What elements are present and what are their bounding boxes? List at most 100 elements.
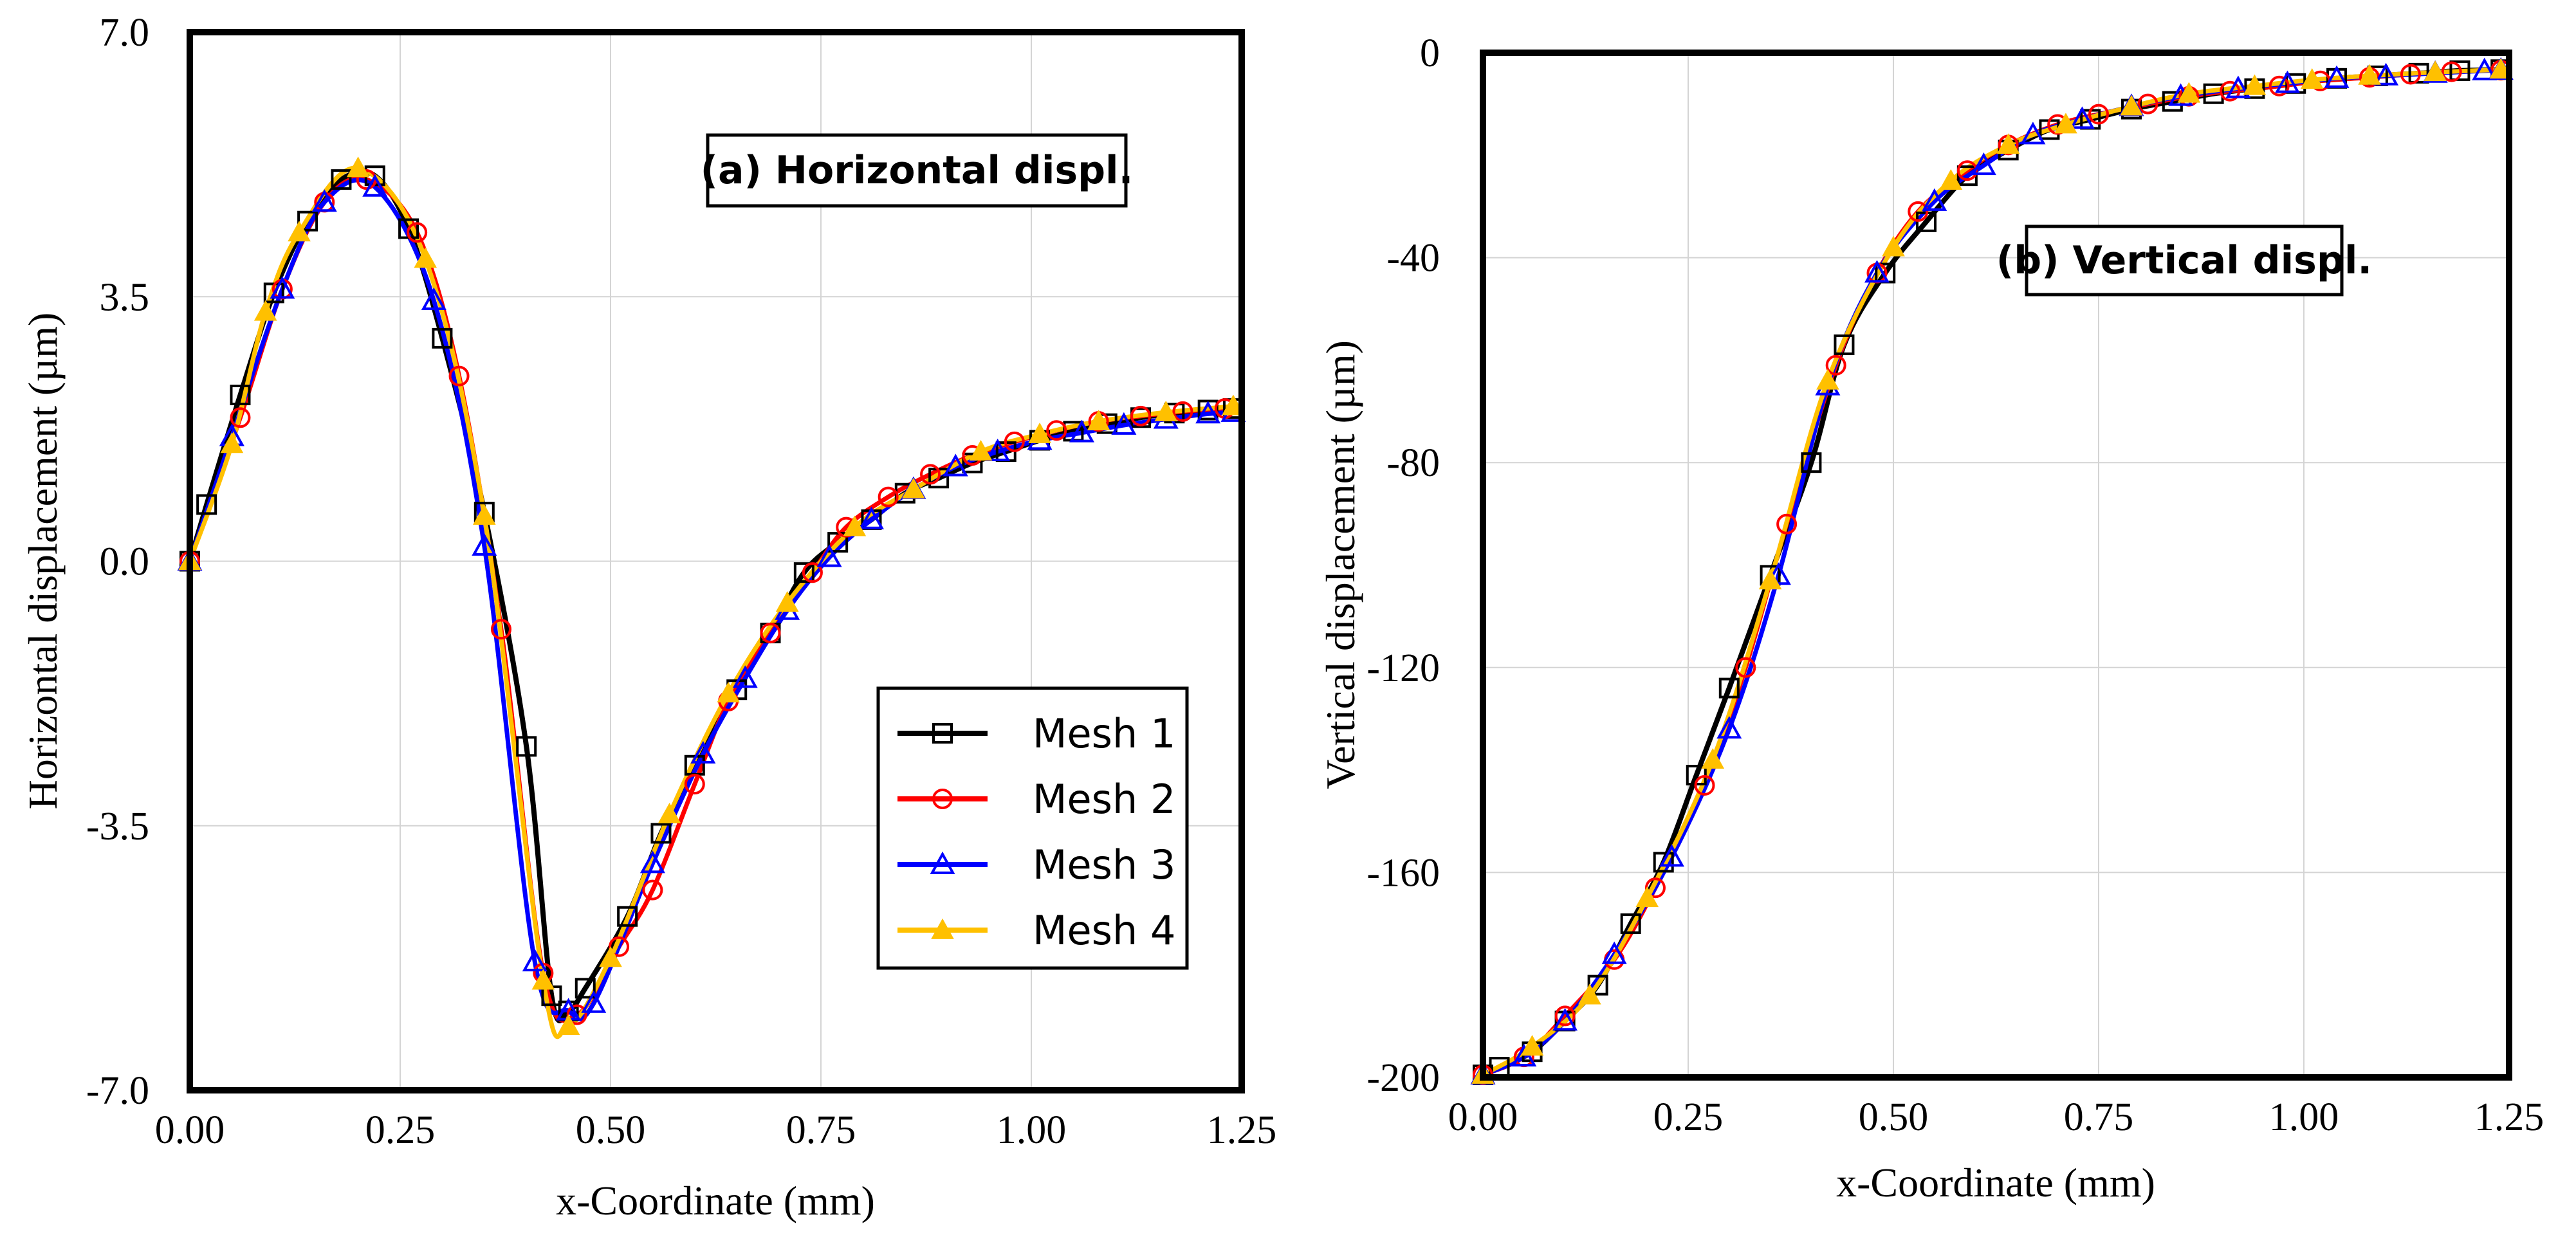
- panel-b-series-markers: [1470, 57, 2514, 1086]
- panel-b-series-lines: [1480, 67, 2504, 1077]
- panel-a-series-1-marker: [650, 823, 672, 844]
- panel-a-series-3-marker: [732, 665, 758, 688]
- panel-b-series-2-marker: [2220, 80, 2241, 102]
- panel-b-y-axis-label: Vertical displacement (µm): [1318, 340, 1363, 789]
- panel-a-y-tick-labels: -7.0 -3.5 0.0 3.5 7.0: [86, 11, 149, 1113]
- panel-a-series-4-marker: [414, 247, 437, 268]
- panel-a-x-axis-label: x-Coordinate (mm): [556, 1178, 875, 1223]
- panel-b-y-tick-label: -80: [1386, 441, 1440, 485]
- panel-a-series-3-marker: [1111, 412, 1137, 435]
- panel-a-series-1-marker: [793, 562, 814, 583]
- panel-a-series-1-marker: [432, 327, 453, 349]
- panel-b-y-tick-label: -200: [1366, 1056, 1440, 1100]
- legend-label-4: Mesh 4: [1033, 907, 1175, 954]
- panel-b-series-3-marker: [2020, 122, 2046, 145]
- panel-a-series-2-marker: [609, 936, 630, 957]
- panel-a-x-tick-label: 0.50: [576, 1108, 646, 1152]
- panel-b-series-2-marker: [1644, 877, 1666, 899]
- panel-b-series-2-marker: [1776, 513, 1798, 535]
- panel-a-x-tick-label: 0.25: [365, 1108, 436, 1152]
- panel-a-series-2-marker: [920, 464, 941, 485]
- panel-b-series-3-marker: [1659, 844, 1684, 867]
- panel-b-x-tick-label: 0.75: [2064, 1095, 2134, 1139]
- panel-b-series-3-marker: [1716, 716, 1742, 739]
- panel-a-series-4-marker: [531, 969, 555, 990]
- panel-a-y-tick-label: 7.0: [100, 11, 150, 55]
- panel-b-series-1-marker: [1653, 852, 1674, 873]
- panel-b-series-line-4: [1480, 67, 2503, 1077]
- panel-b-x-axis-label: x-Coordinate (mm): [1836, 1160, 2155, 1205]
- panel-a-y-tick-label: 0.0: [100, 540, 150, 584]
- panel-b-series-2-marker: [2268, 75, 2290, 96]
- panel-a-series-2-marker: [878, 486, 899, 508]
- panel-b-series-4-marker: [1758, 569, 1782, 590]
- panel-a-label-box: (a) Horizontal displ.: [701, 133, 1134, 208]
- panel-a-series-3-marker: [270, 276, 295, 299]
- panel-b-series-1-marker: [1620, 913, 1641, 935]
- panel-a-series-4-marker: [902, 477, 925, 499]
- panel-b-series-2-marker: [1825, 354, 1846, 376]
- panel-a-series-1-marker: [331, 169, 352, 190]
- panel-a-series-3-marker: [311, 189, 337, 212]
- panel-b-series-4-marker: [2358, 64, 2381, 85]
- panel-b-series-2-marker: [1908, 201, 1929, 222]
- panel-a-series-3-marker: [690, 740, 716, 764]
- panel-b-series-1-marker: [2449, 60, 2470, 81]
- panel-b-series-1-marker: [1718, 677, 1740, 699]
- panel-a-y-tick-label: 3.5: [100, 275, 150, 319]
- panel-b-series-1-marker: [1801, 452, 1822, 473]
- panel-a-series-4-marker: [775, 590, 799, 612]
- panel-b-series-2-marker: [1694, 774, 1715, 796]
- panel-b-series-4-marker: [2177, 82, 2201, 103]
- panel-a-series-2-marker: [760, 623, 781, 644]
- panel-a-x-tick-label: 0.00: [155, 1108, 225, 1152]
- legend-label-3: Mesh 3: [1033, 841, 1175, 888]
- panel-a-series-2-marker: [407, 222, 428, 243]
- panel-a-series-4-marker: [288, 221, 311, 242]
- panel-a-series-4-marker: [1154, 400, 1178, 421]
- panel-a-label: (a) Horizontal displ.: [701, 148, 1134, 193]
- panel-a-series-1-marker: [230, 385, 251, 405]
- panel-a-series-3-marker: [472, 533, 497, 556]
- panel-a-series-4-marker: [843, 515, 867, 536]
- panel-b-series-2-marker: [2400, 64, 2421, 85]
- panel-a-series-4-marker: [1222, 394, 1245, 416]
- legend-label-2: Mesh 2: [1033, 776, 1175, 823]
- panel-b-series-4-marker: [2424, 60, 2447, 82]
- panel-b-series-2-marker: [2441, 61, 2462, 82]
- panel-a-series-1-marker: [297, 210, 318, 232]
- panel-a-series-4-marker: [1087, 409, 1110, 431]
- panel-b: 0.00 0.25 0.50 0.75 1.00 1.25 -200 -160 -120 -80…: [1318, 32, 2544, 1205]
- panel-a-series-3-marker: [1195, 401, 1221, 424]
- panel-b-x-tick-label: 0.00: [1448, 1095, 1518, 1139]
- panel-b-label: (b) Vertical displ.: [1996, 238, 2372, 283]
- panel-a-plot-frame: [187, 29, 1245, 1093]
- panel-b-series-4-marker: [2054, 113, 2077, 134]
- panel-b-series-4-marker: [1578, 983, 1601, 1005]
- panel-a-series-1-marker: [617, 906, 638, 927]
- panel-b-y-tick-label: -40: [1386, 237, 1440, 280]
- panel-a-x-tick-label: 1.25: [1207, 1108, 1277, 1152]
- panel-b-series-4-marker: [1882, 235, 1905, 257]
- panel-b-series-1-marker: [1956, 165, 1978, 187]
- panel-a-series-3-marker: [985, 438, 1011, 462]
- legend-marker-2: [932, 789, 953, 809]
- panel-b-series-4-marker: [1520, 1035, 1544, 1056]
- panel-b-series-4-marker: [2243, 74, 2267, 95]
- panel-a-series-1-marker: [196, 494, 217, 515]
- panel-b-series-3-marker: [2274, 70, 2300, 93]
- panel-b-series-3-marker: [1971, 152, 1996, 176]
- panel-b-series-3-marker: [2225, 75, 2251, 98]
- panel-a-series-2-marker: [230, 407, 251, 428]
- panel-a-x-tick-labels: 0.00 0.25 0.50 0.75 1.00 1.25: [155, 1108, 1277, 1152]
- panel-a-x-tick-label: 1.00: [997, 1108, 1067, 1152]
- panel-a-series-4-marker: [658, 802, 681, 824]
- panel-a-series-2-marker: [1046, 420, 1067, 441]
- panel-b-series-1-marker: [2408, 62, 2429, 84]
- panel-a-series-3-marker: [581, 990, 607, 1013]
- panel-b-series-1-marker: [1834, 334, 1855, 356]
- panel-a-series-2-marker: [490, 619, 511, 640]
- panel-b-series-3-marker: [2069, 106, 2095, 129]
- panel-b-series-3-marker: [1511, 1043, 1537, 1067]
